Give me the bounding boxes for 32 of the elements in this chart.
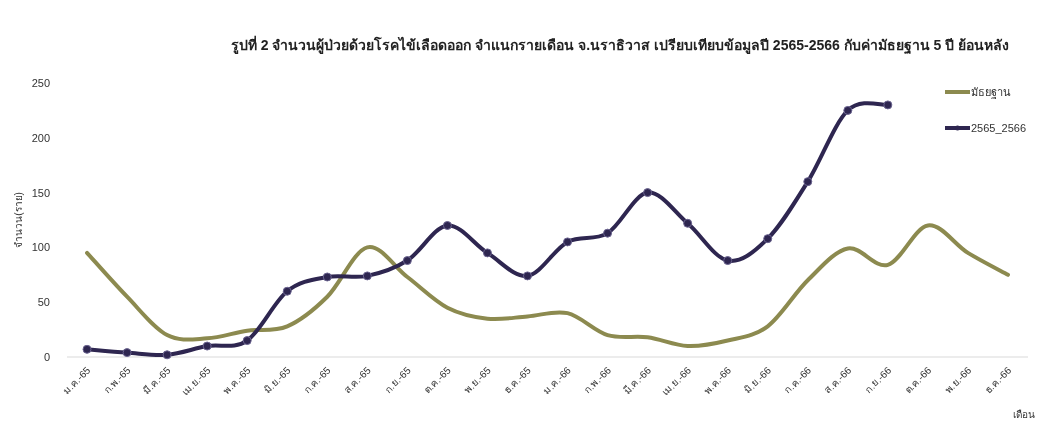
point [322, 272, 332, 282]
point [482, 248, 492, 258]
point [162, 350, 172, 360]
point [362, 271, 372, 281]
point [522, 271, 532, 281]
point [202, 341, 212, 351]
x-axis-title: เดือน [1013, 409, 1035, 420]
point [803, 177, 813, 187]
point [883, 100, 893, 110]
point [282, 286, 292, 296]
point [843, 105, 853, 115]
y-tick-label: 200 [31, 131, 50, 144]
point [563, 237, 573, 247]
legend-label: 2565_2566 [971, 122, 1027, 134]
point [603, 228, 613, 238]
point [723, 256, 733, 266]
legend-label: มัธยฐาน [971, 86, 1011, 99]
point [122, 348, 132, 358]
point [763, 234, 773, 244]
point [643, 188, 653, 198]
point [82, 344, 92, 354]
point [442, 220, 452, 230]
y-tick-label: 250 [31, 77, 50, 89]
point [683, 218, 693, 228]
point [242, 336, 252, 346]
y-tick-label: 50 [37, 296, 50, 309]
y-tick-label: 100 [31, 241, 50, 254]
chart-title: รูปที่ 2 จำนวนผู้ป่วยด้วยโรคไข้เลือดออก จำแนกรายเดือน จ.นราธิวาส เปรียบเทียบข้อมูลปี 2565-2566 กับค่ามัธยฐาน 5 ปี ย้อนหลัง [230, 35, 1010, 55]
point [402, 256, 412, 266]
y-tick-label: 150 [31, 186, 50, 199]
y-tick-label: 0 [43, 351, 50, 363]
y-axis-title: จำนวน(ราย) [13, 192, 24, 248]
